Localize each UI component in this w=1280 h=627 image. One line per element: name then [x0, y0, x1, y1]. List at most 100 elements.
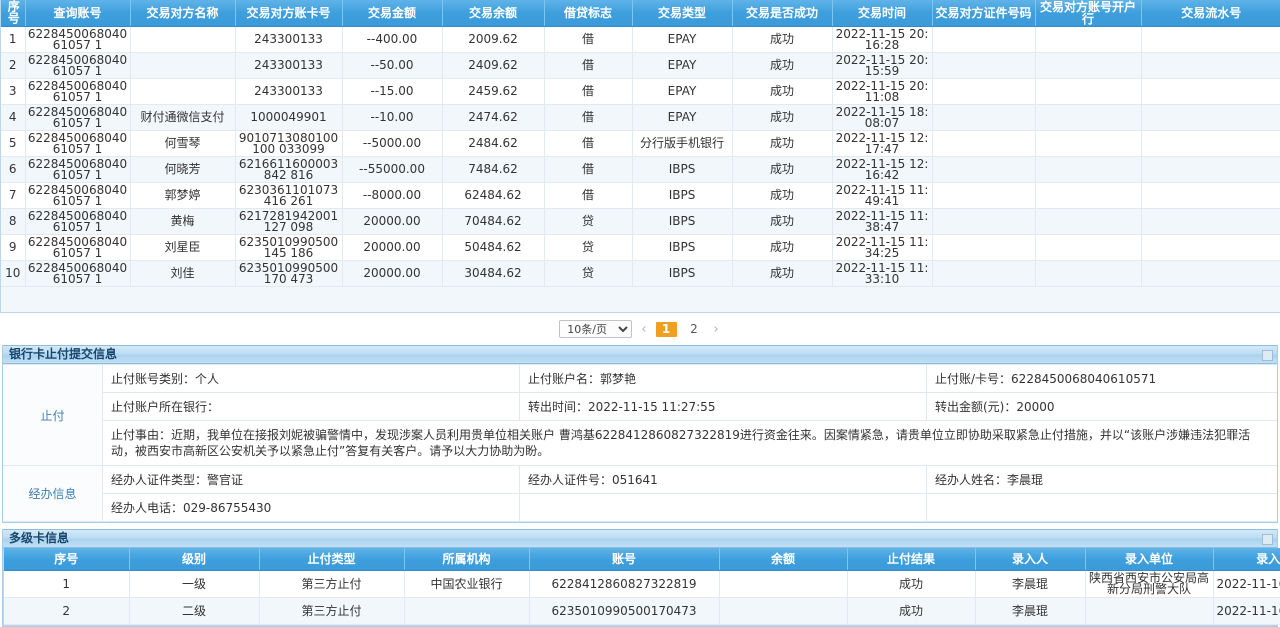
col-header-counter-id[interactable]: 交易对方证件号码 [932, 0, 1036, 27]
table-row[interactable]: 8 622845006804061057 1 黄梅 62172819420011… [1, 208, 1280, 235]
col-header-operator[interactable]: 录入人 [975, 548, 1086, 571]
col-header-stop-type[interactable]: 止付类型 [259, 548, 405, 571]
field-handler-phone: 经办人电话：029-86755430 [102, 493, 520, 522]
cell-account: 622845006804061057 1 [25, 182, 131, 209]
cell-counter-bank [1035, 104, 1142, 131]
cell-balance: 2459.62 [442, 78, 545, 105]
page-number-2[interactable]: 2 [690, 321, 698, 336]
cell-counter-bank [1035, 182, 1142, 209]
collapse-icon[interactable] [1262, 350, 1273, 361]
page-size-select[interactable]: 10条/页 20条/页 50条/页 100条/页 [559, 320, 633, 338]
col-header-dc-flag[interactable]: 借贷标志 [544, 0, 633, 27]
cell-account: 622845006804061057 1 [25, 130, 131, 157]
section-spacer [0, 523, 1280, 529]
table-row[interactable]: 1 622845006804061057 1 243300133 --400.0… [1, 26, 1280, 53]
cell-balance: 7484.62 [442, 156, 545, 183]
cell-serial [1141, 52, 1280, 79]
cell-dc-flag: 贷 [544, 208, 633, 235]
col-header-txn-type[interactable]: 交易类型 [632, 0, 733, 27]
col-header-seq[interactable]: 序号 [1, 0, 26, 27]
col-header-level[interactable]: 级别 [129, 548, 260, 571]
cell-dc-flag: 借 [544, 78, 633, 105]
multi-card-header-row: 序号 级别 止付类型 所属机构 账号 余额 止付结果 录入人 录入单位 录入时间 [4, 548, 1280, 571]
multi-card-panel-title: 多级卡信息 [9, 531, 70, 545]
table-row[interactable]: 2 622845006804061057 1 243300133 --50.00… [1, 52, 1280, 79]
table-row[interactable]: 5 622845006804061057 1 何雪琴 9010713080100… [1, 130, 1280, 157]
col-header-counter-card[interactable]: 交易对方账卡号 [235, 0, 343, 27]
col-header-balance[interactable]: 余额 [719, 548, 848, 571]
table-filler-row [1, 286, 1280, 312]
col-header-success[interactable]: 交易是否成功 [732, 0, 833, 27]
cell-success: 成功 [732, 260, 833, 287]
cell-serial [1141, 234, 1280, 261]
cell-result: 成功 [847, 570, 976, 598]
table-row[interactable]: 6 622845006804061057 1 何晓芳 6216611600003… [1, 156, 1280, 183]
cell-seq: 2 [4, 597, 130, 625]
table-row[interactable]: 2 二级 第三方止付 6235010990500170473 成功 李晨琨 20… [4, 597, 1280, 625]
cell-txn-type: IBPS [632, 156, 733, 183]
cell-time: 2022-11-15 20:15:59 [832, 52, 933, 79]
cell-operator: 李晨琨 [975, 597, 1086, 625]
cell-amount: --10.00 [342, 104, 443, 131]
table-row[interactable]: 4 622845006804061057 1 财付通微信支付 100004990… [1, 104, 1280, 131]
cell-stop-type: 第三方止付 [259, 570, 405, 598]
table-row[interactable]: 10 622845006804061057 1 刘佳 6235010990500… [1, 260, 1280, 287]
field-handler-blank-1 [519, 493, 927, 522]
cell-unit [1085, 597, 1214, 625]
collapse-icon[interactable] [1262, 534, 1273, 545]
table-filler-cell [1, 286, 1280, 312]
col-header-account[interactable]: 查询账号 [25, 0, 131, 27]
page-number-1[interactable]: 1 [655, 321, 677, 337]
table-row[interactable]: 1 一级 第三方止付 中国农业银行 6228412860827322819 成功… [4, 570, 1280, 598]
cell-success: 成功 [732, 104, 833, 131]
cell-dc-flag: 借 [544, 52, 633, 79]
cell-serial [1141, 104, 1280, 131]
col-header-result[interactable]: 止付结果 [847, 548, 976, 571]
col-header-seq[interactable]: 序号 [4, 548, 130, 571]
col-header-amount[interactable]: 交易金额 [342, 0, 443, 27]
stop-payment-panel-header[interactable]: 银行卡止付提交信息 [3, 345, 1277, 364]
cell-serial [1141, 130, 1280, 157]
stop-payment-panel: 银行卡止付提交信息 止付 止付账号类别：个人 止付账户名：郭梦艳 止付账/卡号：… [2, 345, 1278, 523]
table-row[interactable]: 3 622845006804061057 1 243300133 --15.00… [1, 78, 1280, 105]
col-header-counter-bank[interactable]: 交易对方账号开户行 [1035, 0, 1142, 27]
cell-dc-flag: 借 [544, 182, 633, 209]
stop-payment-row-2: 止付账户所在银行： 转出时间：2022-11-15 11:27:55 转出金额(… [3, 392, 1277, 421]
multi-card-table-wrapper: 序号 级别 止付类型 所属机构 账号 余额 止付结果 录入人 录入单位 录入时间 [3, 548, 1280, 626]
col-header-time[interactable]: 录入时间 [1213, 548, 1280, 571]
col-header-unit[interactable]: 录入单位 [1085, 548, 1214, 571]
cell-account: 6235010990500170473 [529, 597, 720, 625]
col-header-account[interactable]: 账号 [529, 548, 720, 571]
cell-seq: 9 [1, 234, 26, 261]
field-handler-blank-2 [926, 493, 1277, 522]
cell-balance: 30484.62 [442, 260, 545, 287]
pagination: 10条/页 20条/页 50条/页 100条/页 ‹ 1 2 › [0, 313, 1280, 345]
table-row[interactable]: 9 622845006804061057 1 刘星臣 6235010990500… [1, 234, 1280, 261]
cell-seq: 1 [1, 26, 26, 53]
cell-counter-bank [1035, 208, 1142, 235]
cell-txn-type: EPAY [632, 78, 733, 105]
cell-counter-id [932, 26, 1036, 53]
cell-counter-card: 243300133 [235, 78, 343, 105]
prev-page-icon[interactable]: ‹ [641, 321, 647, 337]
cell-success: 成功 [732, 208, 833, 235]
cell-time: 2022-11-15 12:17:47 [832, 130, 933, 157]
cell-balance: 62484.62 [442, 182, 545, 209]
col-header-serial[interactable]: 交易流水号 [1141, 0, 1280, 27]
table-row[interactable]: 7 622845006804061057 1 郭梦婷 6230361101073… [1, 182, 1280, 209]
cell-counter-card: 6230361101073416 261 [235, 182, 343, 209]
col-header-time[interactable]: 交易时间 [832, 0, 933, 27]
transaction-table-header-row: 序号 查询账号 交易对方名称 交易对方账卡号 交易金额 交易余额 借贷标志 交易… [1, 0, 1280, 27]
multi-card-panel-header[interactable]: 多级卡信息 [3, 529, 1277, 548]
cell-amount: --5000.00 [342, 130, 443, 157]
col-header-balance[interactable]: 交易余额 [442, 0, 545, 27]
cell-account: 622845006804061057 1 [25, 156, 131, 183]
next-page-icon[interactable]: › [713, 321, 719, 337]
cell-counter-name: 财付通微信支付 [130, 104, 236, 131]
stop-payment-panel-title: 银行卡止付提交信息 [9, 347, 118, 361]
row-label-handler-info: 经办信息 [3, 465, 103, 522]
col-header-org[interactable]: 所属机构 [404, 548, 530, 571]
col-header-counter-name[interactable]: 交易对方名称 [130, 0, 236, 27]
cell-time: 2022-11-15 11:33:10 [832, 260, 933, 287]
cell-counter-card: 6217281942001127 098 [235, 208, 343, 235]
